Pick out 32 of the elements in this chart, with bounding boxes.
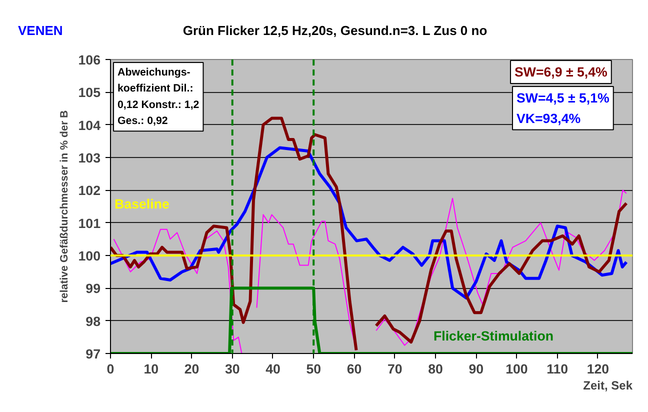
x-tick-label: 60 xyxy=(346,362,362,376)
y-tick-label: 99 xyxy=(86,281,101,296)
x-tick-label: 100 xyxy=(506,362,528,376)
y-tick-label: 106 xyxy=(78,52,101,68)
annotation: SW=6,9 ± 5,4% xyxy=(514,64,608,80)
y-tick-label: 100 xyxy=(78,248,101,264)
y-tick-label: 101 xyxy=(78,216,102,231)
y-tick-label: 104 xyxy=(78,118,102,133)
x-tick-label: 0 xyxy=(106,362,114,376)
y-tick-label: 98 xyxy=(86,314,101,329)
y-axis-title: relative Gefäßdurchmesser in % der B xyxy=(58,110,70,303)
chart-title: Grün Flicker 12,5 Hz,20s, Gesund.n=3. L Zus 0 no xyxy=(182,22,488,40)
y-tick-label: 97 xyxy=(86,346,101,362)
ref-line-label: Baseline xyxy=(114,196,170,212)
x-tick-label: 80 xyxy=(428,362,443,376)
x-tick-label: 120 xyxy=(586,362,610,376)
x-tick-label: 40 xyxy=(266,362,280,376)
x-tick-label: 70 xyxy=(387,362,402,376)
y-tick-label: 105 xyxy=(78,85,102,100)
annotation: SW=4,5 ± 5,1% VK=93,4% xyxy=(516,90,610,126)
annotation: Abweichungs- koeffizient Dil.: 0,12 Konstr.: 1,2 Ges.: 0,92 xyxy=(118,66,200,128)
x-tick-label: 30 xyxy=(224,362,240,376)
y-tick-label: 102 xyxy=(78,183,101,198)
x-tick-label: 50 xyxy=(306,362,322,376)
series-label: Flicker-Stimulation xyxy=(434,328,554,344)
text: VENEN xyxy=(18,22,63,40)
x-tick-label: 110 xyxy=(546,362,568,376)
x-tick-label: 90 xyxy=(468,362,484,376)
y-tick-label: 103 xyxy=(78,150,101,166)
x-tick-label: 10 xyxy=(144,362,159,376)
x-tick-label: 20 xyxy=(184,362,200,376)
x-axis-title: Zeit, Sek xyxy=(583,378,633,392)
